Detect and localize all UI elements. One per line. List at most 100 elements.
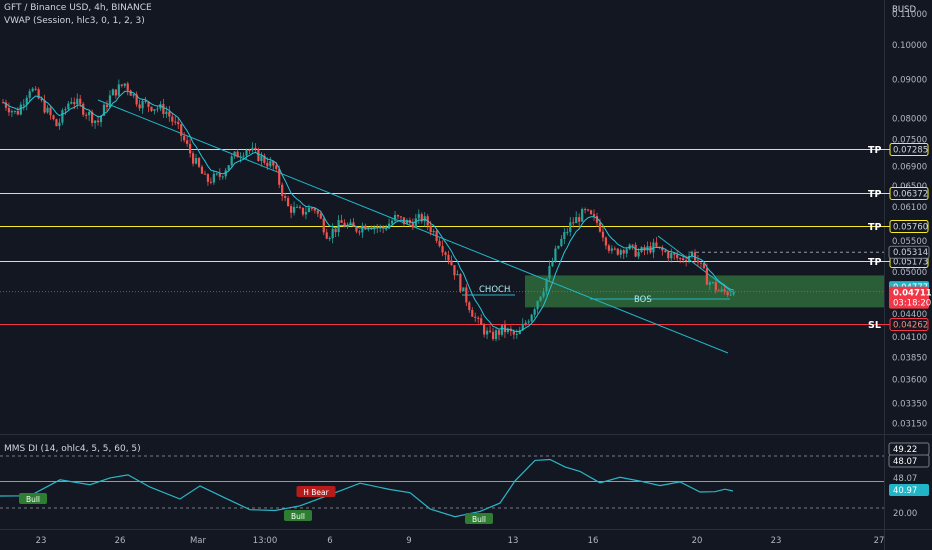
candle-body [361,225,364,233]
candle-body [316,210,319,214]
candle-body [105,104,109,108]
candle-body [319,213,322,219]
candle-body [287,198,290,207]
candle-body [153,109,156,111]
time-label: 16 [588,536,599,546]
dmi-pane: Bull H Bear Bull Bull [0,455,884,524]
candle-body [589,210,593,215]
candle-body [159,104,162,109]
candle-body [212,173,215,183]
candle-body [108,95,112,108]
candle-body [123,83,126,86]
candle-body [292,206,296,213]
dmi-signal-label: Bull [472,515,486,524]
candle-body [230,156,233,166]
candle-body [477,317,480,319]
symbol-legend[interactable]: GFT / Binance USD, 4h, BINANCE [4,3,152,13]
candle-body [619,250,622,255]
candle-body [328,238,331,240]
dmi-value: 49.22 [893,445,917,455]
candle-body [203,173,207,175]
candle-body [221,176,224,178]
candle-body [28,91,31,98]
candle-body [135,94,138,105]
candle-body [503,325,507,333]
candle-body [622,250,625,254]
candle-body [486,330,489,335]
candle-body [661,247,664,251]
price-tick-label: 0.03350 [892,399,927,409]
candle-body [687,255,691,261]
candle-body [595,216,599,223]
candle-body [263,155,266,163]
candle-body [248,150,251,152]
level-badge [889,143,929,156]
candle-body [218,173,221,177]
vwap-line[interactable] [2,90,734,333]
candle-body [696,260,700,263]
candle-body [420,214,423,222]
candle-body [488,330,492,332]
candle-body [295,206,299,208]
candle-body [70,102,73,104]
candle-body [269,161,272,167]
candle-body [132,94,135,96]
candle-body [189,143,192,154]
price-tick-label: 0.10000 [892,41,927,51]
dmi-line[interactable] [0,458,734,518]
candle-body [183,135,186,141]
candle-body [693,252,697,261]
price-pane [0,0,884,434]
currency-label: BUSD [892,5,916,15]
choch-label[interactable]: CHOCH [479,285,510,295]
candle-body [471,309,474,317]
candle-body [325,232,328,239]
dmi-tick-label: 48.07 [893,474,917,484]
candle-body [117,84,120,96]
candle-body [699,262,703,264]
candle-body [114,89,117,96]
candle-body [171,116,174,122]
dmi-signal-badge [19,493,47,504]
candle-body [233,151,236,157]
candle-body [631,244,634,246]
candle-body [88,111,91,116]
candle-body [284,196,287,199]
time-label: 26 [115,536,126,546]
candle-body [518,330,521,335]
candle-body [548,266,551,279]
candle-body [527,321,530,323]
bos-label[interactable]: BOS [634,295,652,305]
dmi-legend[interactable]: MMS DI (14, ohlc4, 5, 5, 60, 5) [4,444,141,454]
level-badge [889,318,929,331]
demand-zone[interactable] [525,275,884,308]
candle-body [37,89,40,99]
vwap-legend[interactable]: VWAP (Session, hlc3, 0, 1, 2, 3) [4,16,145,26]
candle-body [450,260,453,266]
candle-body [673,253,676,255]
minor-trendline[interactable] [657,235,733,293]
time-label: 23 [771,536,782,546]
dashed-level-value: 0.05314 [893,248,928,258]
dmi-value: 48.07 [893,457,917,467]
time-label: 9 [406,536,411,546]
candle-body [405,220,409,224]
candle-body [604,237,608,246]
candle-body [31,88,34,92]
candle-body [79,98,82,104]
candle-body [441,246,444,253]
price-tick-label: 0.06900 [892,163,927,173]
level-tag-tp: TP [868,222,881,233]
candle-body [111,89,114,96]
candle-body [52,115,55,120]
time-label: 13:00 [253,536,278,546]
candle-body [720,289,723,292]
candle-body [717,290,720,292]
level-tag-tp: TP [868,145,881,156]
candle-body [343,222,346,228]
candle-body [723,289,726,292]
candle-body [177,121,180,125]
level-badge [889,220,929,233]
candle-body [301,207,305,215]
